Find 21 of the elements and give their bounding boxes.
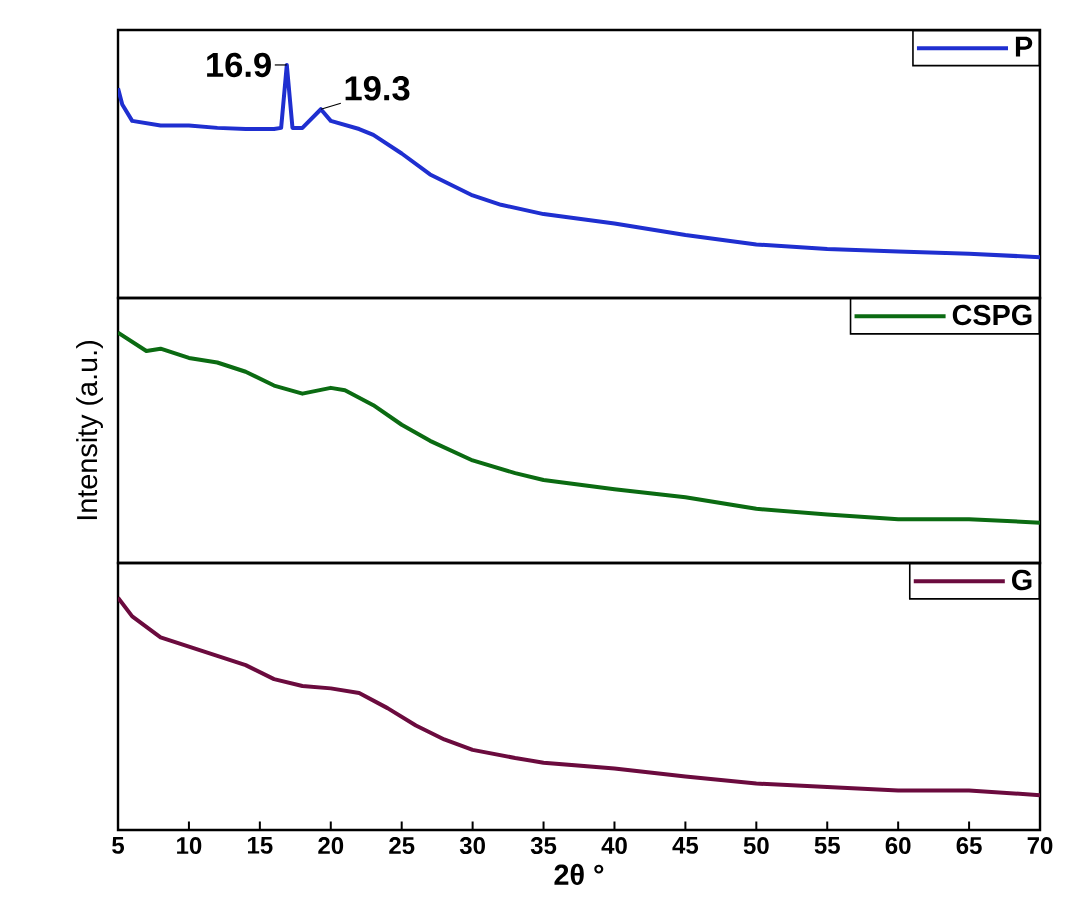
legend-label: G	[1012, 569, 1032, 591]
x-tick-label: 50	[743, 837, 769, 855]
annotation: 16.9	[207, 52, 271, 78]
legend-label: P	[1015, 36, 1033, 57]
x-tick-label: 25	[389, 837, 415, 855]
x-axis-title: 2θ °	[554, 863, 604, 885]
x-tick-label: 30	[459, 837, 485, 855]
x-tick-label: 45	[672, 837, 699, 854]
annotation: 19.3	[345, 76, 410, 101]
y-axis-title: Intensity (a.u.)	[76, 341, 103, 520]
x-tick-label: 35	[530, 837, 557, 855]
x-tick-label: 10	[177, 837, 202, 855]
legend-label: CSPG	[952, 304, 1032, 326]
x-tick-label: 70	[1027, 837, 1053, 855]
x-tick-label: 55	[814, 837, 840, 854]
x-tick-label: 60	[885, 837, 911, 855]
x-tick-label: 20	[318, 837, 344, 855]
x-tick-label: 65	[956, 837, 982, 855]
x-tick-label: 15	[248, 837, 273, 854]
x-tick-label: 40	[601, 837, 627, 855]
x-tick-label: 5	[112, 837, 125, 854]
